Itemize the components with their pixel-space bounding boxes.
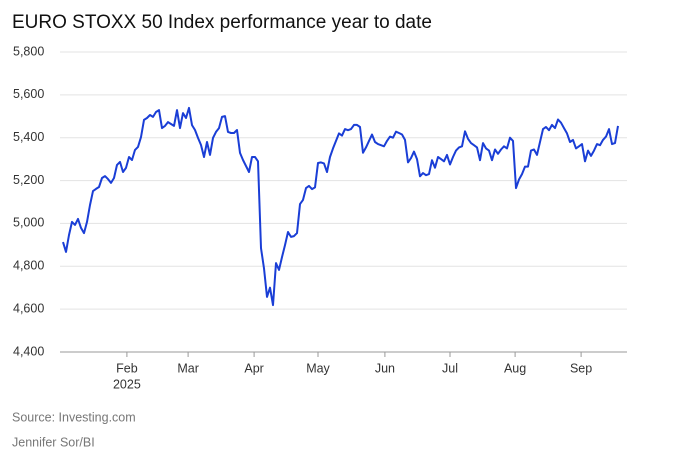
x-tick-label: Apr <box>244 361 263 375</box>
x-tick-label: Jul <box>442 361 458 375</box>
x-tick-label: Jun <box>375 361 395 375</box>
y-tick-label: 4,600 <box>13 301 44 315</box>
credit: Jennifer Sor/BI <box>12 435 95 449</box>
y-tick-label: 5,800 <box>13 44 44 58</box>
index-line <box>62 106 619 307</box>
x-tick-label: Feb <box>116 361 138 375</box>
x-tick-label: Mar <box>177 361 199 375</box>
x-tick-label: Sep <box>570 361 592 375</box>
source: Source: Investing.com <box>12 410 136 424</box>
x-tick-label: Aug <box>504 361 526 375</box>
chart-title: EURO STOXX 50 Index performance year to … <box>12 12 432 33</box>
y-tick-label: 4,400 <box>13 344 44 358</box>
x-year-label: 2025 <box>113 377 141 391</box>
y-tick-label: 5,200 <box>13 173 44 187</box>
y-tick-label: 5,000 <box>13 216 44 230</box>
y-tick-label: 4,800 <box>13 259 44 273</box>
y-tick-label: 5,600 <box>13 87 44 101</box>
x-tick-label: May <box>306 361 330 375</box>
y-tick-label: 5,400 <box>13 130 44 144</box>
